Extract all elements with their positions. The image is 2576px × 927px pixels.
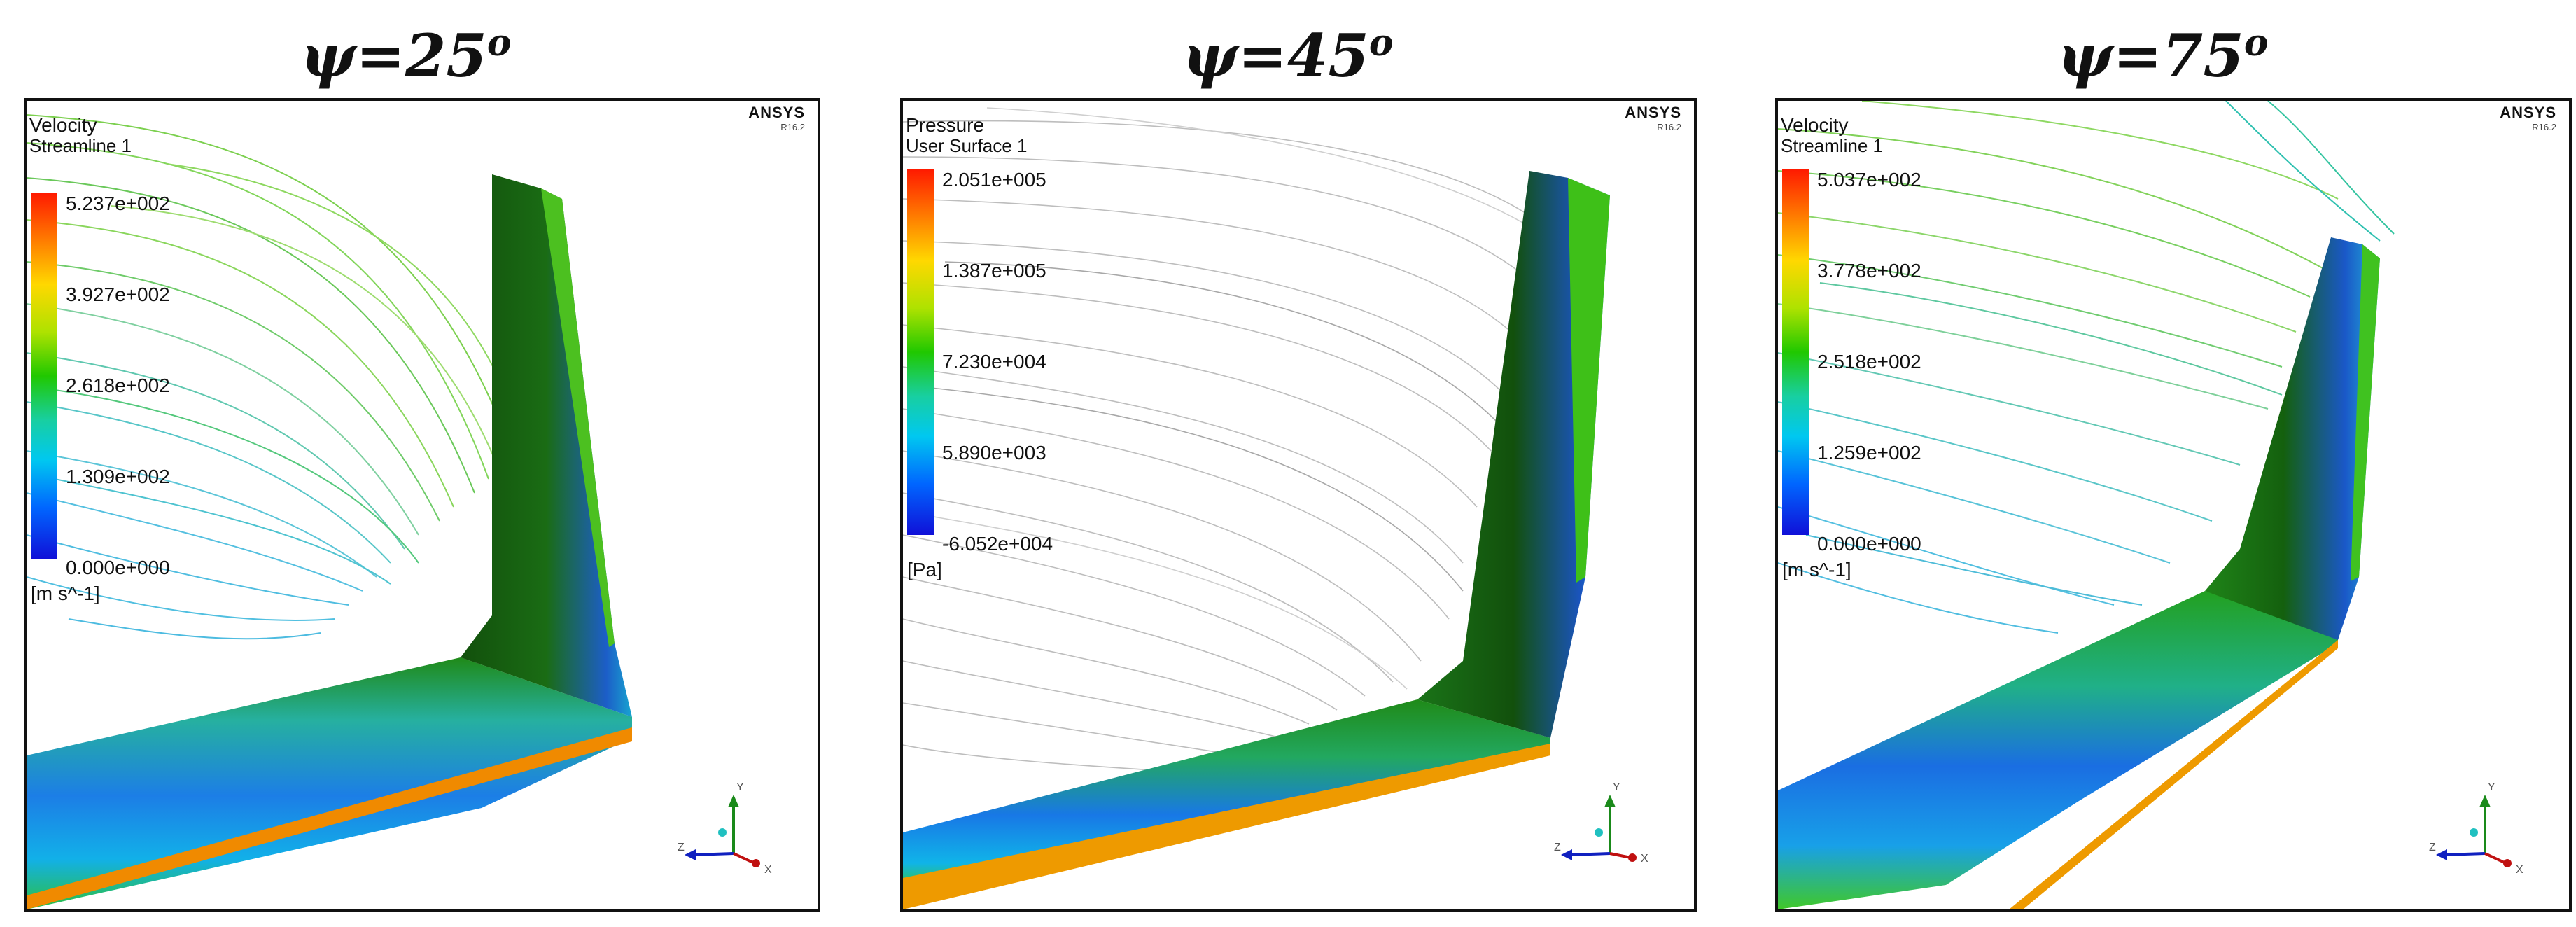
color-legend: Velocity Streamline 1 5.237e+002 3.927e+…	[29, 115, 267, 647]
legend-title: Pressure	[906, 114, 985, 136]
axis-label-y: Y	[1613, 781, 1620, 793]
wing-inboard-surface	[27, 657, 632, 909]
ansys-watermark: ANSYS R16.2	[748, 104, 805, 132]
legend-tick-2: 3.927e+002	[66, 284, 170, 305]
ansys-brand: ANSYS	[2500, 104, 2556, 121]
legend-subtitle: Streamline 1	[1781, 135, 1883, 156]
panel-2-viewport: ANSYS R16.2 Pressure User Surface 1 2.05…	[900, 98, 1697, 912]
color-legend: Pressure User Surface 1 2.051e+005 1.387…	[906, 115, 1144, 647]
panel-2-pressure-render	[903, 107, 1610, 909]
winglet-edge	[541, 188, 615, 647]
wing-leading-edge	[2009, 640, 2338, 909]
legend-unit: [Pa]	[907, 559, 942, 580]
ansys-version: R16.2	[780, 122, 805, 132]
legend-unit: [m s^-1]	[1782, 559, 1851, 580]
legend-title: Velocity	[29, 114, 97, 136]
ansys-watermark: ANSYS R16.2	[1625, 104, 1681, 132]
legend-unit: [m s^-1]	[31, 583, 100, 604]
legend-tick-min: 0.000e+000	[1817, 533, 1921, 555]
legend-color-bar	[907, 169, 934, 535]
legend-tick-4: 5.890e+003	[942, 442, 1046, 464]
axis-triad: Y X Z	[2429, 781, 2524, 876]
panel-1-flow-render	[27, 114, 632, 909]
panel-2-title: ψ=45o	[1182, 21, 1394, 90]
panel-3-flow-render	[1778, 101, 2395, 909]
wing-leading-edge	[27, 727, 632, 909]
streamlines	[1778, 101, 2395, 634]
panel-3-title: ψ=75o	[2057, 21, 2269, 90]
legend-color-bar	[1782, 169, 1809, 535]
legend-tick-max: 2.051e+005	[942, 169, 1046, 190]
axis-triad: Y X Z	[678, 781, 772, 876]
winglet-surface	[2205, 237, 2380, 640]
legend-tick-max: 5.037e+002	[1817, 169, 1921, 190]
panel-1-title: ψ=25o	[300, 21, 512, 90]
winglet-edge	[1568, 178, 1610, 583]
panel-3-viewport: ANSYS R16.2 Velocity Streamline 1 5.037e…	[1775, 98, 2572, 912]
ansys-version: R16.2	[1657, 122, 1681, 132]
ansys-version: R16.2	[2532, 122, 2556, 132]
legend-tick-2: 1.387e+005	[942, 260, 1046, 281]
axis-label-x: X	[764, 864, 772, 876]
ansys-brand: ANSYS	[1625, 104, 1681, 121]
ansys-watermark: ANSYS R16.2	[2500, 104, 2556, 132]
legend-tick-min: 0.000e+000	[66, 557, 170, 578]
legend-subtitle: User Surface 1	[906, 135, 1028, 156]
legend-subtitle: Streamline 1	[29, 135, 132, 156]
axis-label-x: X	[1641, 853, 1648, 865]
legend-tick-3: 7.230e+004	[942, 351, 1046, 372]
axis-triad: Y X Z	[1554, 781, 1648, 865]
legend-tick-min: -6.052e+004	[942, 533, 1054, 555]
wing-inboard-surface	[1778, 591, 2338, 909]
color-legend: Velocity Streamline 1 5.037e+002 3.778e+…	[1781, 115, 2019, 647]
winglet-surface	[461, 174, 632, 717]
legend-tick-4: 1.309e+002	[66, 466, 170, 487]
axis-label-z: Z	[1554, 842, 1561, 853]
axis-label-x: X	[2516, 864, 2524, 876]
ansys-brand: ANSYS	[748, 104, 805, 121]
legend-color-bar	[31, 193, 57, 559]
streamlines	[27, 114, 517, 640]
wing-inboard-surface	[903, 699, 1550, 892]
streamlines	[903, 107, 1562, 774]
axis-label-y: Y	[736, 781, 744, 793]
axis-label-y: Y	[2488, 781, 2496, 793]
legend-tick-3: 2.618e+002	[66, 375, 170, 396]
panel-1-viewport: ANSYS R16.2 Velocity Streamline 1 5.237e…	[24, 98, 820, 912]
legend-tick-2: 3.778e+002	[1817, 260, 1921, 281]
legend-title: Velocity	[1781, 114, 1849, 136]
wing-leading-edge	[903, 744, 1550, 909]
axis-label-z: Z	[2429, 842, 2436, 853]
legend-tick-4: 1.259e+002	[1817, 442, 1921, 464]
legend-tick-3: 2.518e+002	[1817, 351, 1921, 372]
axis-label-z: Z	[678, 842, 685, 853]
winglet-edge	[2351, 244, 2380, 581]
legend-tick-max: 5.237e+002	[66, 193, 170, 214]
winglet-surface	[1418, 171, 1610, 738]
